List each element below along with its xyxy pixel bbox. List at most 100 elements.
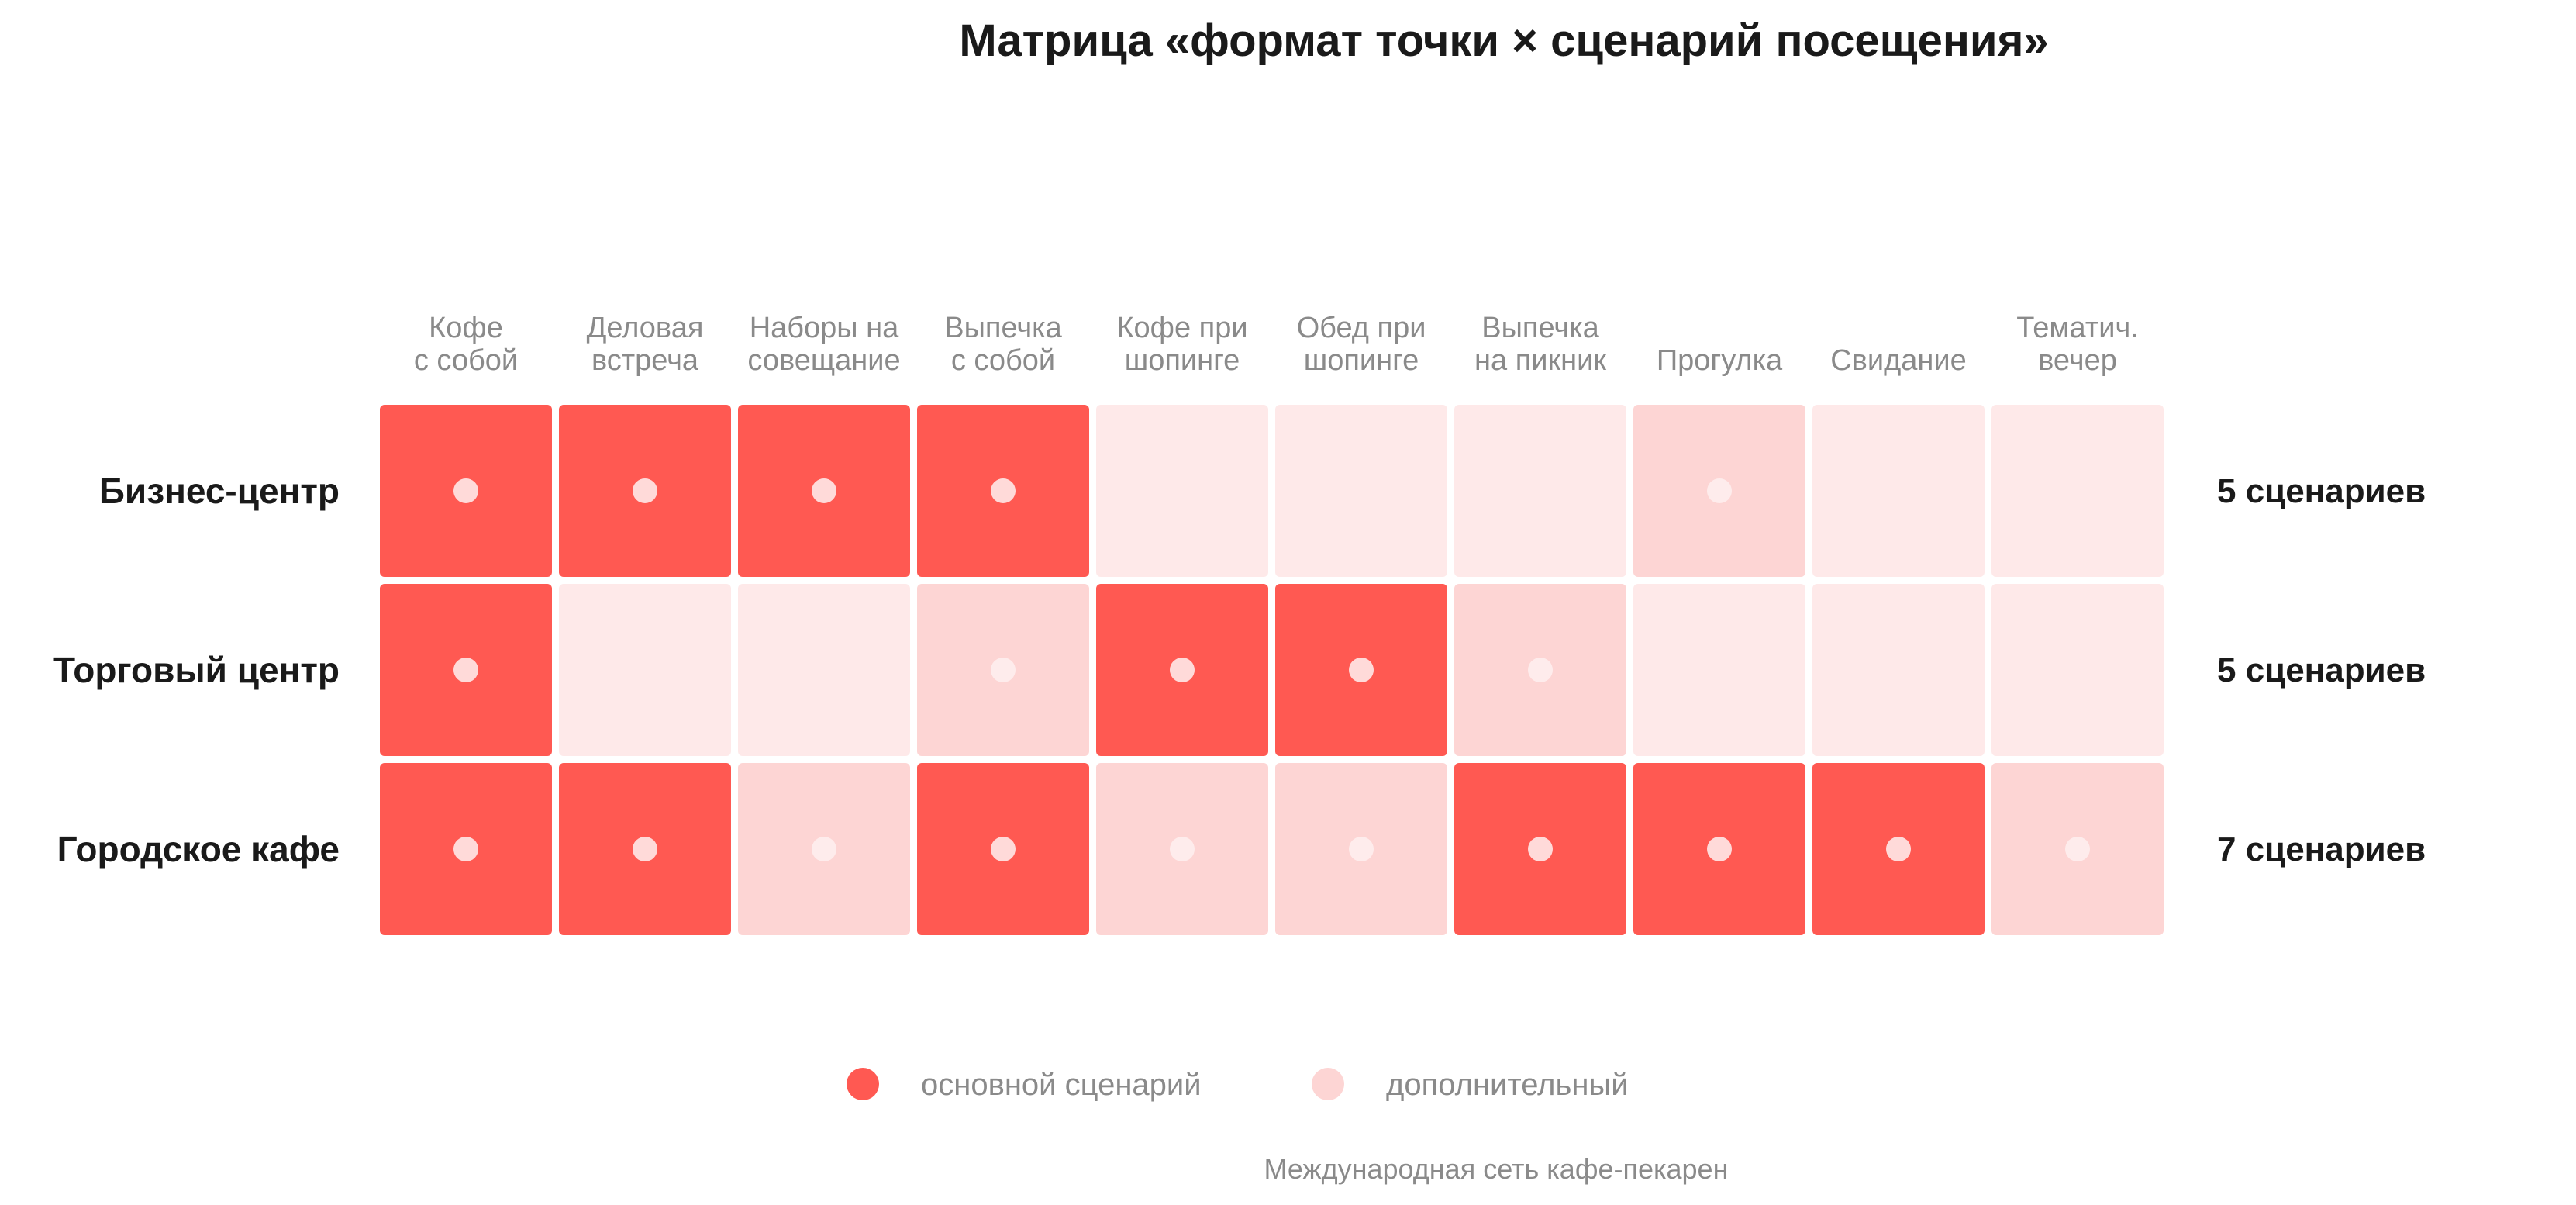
- column-label: Обед при шопинге: [1297, 312, 1426, 377]
- matrix-cell: [1096, 584, 1268, 756]
- cell-fill: [1096, 405, 1268, 577]
- scenario-dot: [1170, 658, 1195, 682]
- matrix-cell: [1275, 405, 1447, 577]
- matrix-cell: [1991, 763, 2164, 935]
- scenario-dot: [1528, 658, 1553, 682]
- row-count-label: 5 сценариев: [2217, 472, 2426, 510]
- column-label-line: Выпечка: [944, 312, 1062, 344]
- matrix-cell: [1991, 584, 2164, 756]
- scenario-dot: [812, 478, 836, 503]
- scenario-dot: [1886, 837, 1911, 861]
- matrix-cell: [738, 763, 910, 935]
- column-label-line: на пикник: [1474, 344, 1606, 377]
- source-note: Международная сеть кафе-пекарен: [1264, 1153, 1729, 1185]
- scenario-dot: [812, 837, 836, 861]
- column-label: Тематич. вечер: [2016, 312, 2139, 377]
- matrix-cell: [1454, 405, 1626, 577]
- cell-fill: [1991, 405, 2164, 577]
- legend-item: основной сценарий: [847, 1068, 1202, 1102]
- column-label: Деловая встреча: [587, 312, 704, 377]
- scenario-dot: [633, 478, 657, 503]
- column-label-line: Свидание: [1830, 344, 1967, 377]
- column-label: Свидание: [1830, 344, 1967, 377]
- cell-fill: [1812, 405, 1985, 577]
- column-label: Кофе при шопинге: [1116, 312, 1247, 377]
- scenario-dot: [1349, 658, 1374, 682]
- column-label: Прогулка: [1657, 344, 1783, 377]
- matrix-cell: [1096, 763, 1268, 935]
- column-label-line: шопинге: [1125, 344, 1240, 377]
- row-label: Торговый центр: [53, 650, 340, 690]
- scenario-dot: [1170, 837, 1195, 861]
- matrix-cell: [1633, 405, 1805, 577]
- matrix-cell: [380, 584, 552, 756]
- matrix-cell: [380, 405, 552, 577]
- scenario-dot: [1349, 837, 1374, 861]
- row-labels: Бизнес-центр Торговый центр Городское кафе: [53, 471, 340, 869]
- column-label-line: Деловая: [587, 312, 704, 344]
- matrix-cell: [380, 763, 552, 935]
- matrix-cell: [559, 405, 731, 577]
- chart-title: Матрица «формат точки × сценарий посещен…: [959, 16, 2048, 66]
- matrix-cell: [917, 584, 1089, 756]
- cell-fill: [1991, 584, 2164, 756]
- matrix-cell: [1633, 584, 1805, 756]
- column-label: Выпечка с собой: [944, 312, 1062, 377]
- column-label-line: Тематич.: [2016, 312, 2139, 344]
- legend-label: основной сценарий: [921, 1068, 1202, 1102]
- cell-fill: [738, 584, 910, 756]
- scenario-dot: [453, 658, 478, 682]
- legend-label: дополнительный: [1386, 1068, 1629, 1102]
- row-label: Городское кафе: [57, 829, 340, 869]
- matrix-cells: [380, 405, 2164, 935]
- scenario-dot: [1528, 837, 1553, 861]
- column-label-line: совещание: [747, 344, 900, 377]
- column-label-line: вечер: [2038, 344, 2117, 377]
- column-label-line: с собой: [414, 344, 518, 377]
- legend-item: дополнительный: [1312, 1068, 1629, 1102]
- cell-fill: [1275, 405, 1447, 577]
- row-count-label: 7 сценариев: [2217, 830, 2426, 868]
- scenario-dot: [991, 658, 1016, 682]
- matrix-cell: [1096, 405, 1268, 577]
- scenario-dot: [991, 478, 1016, 503]
- column-label-line: с собой: [951, 344, 1055, 377]
- scenario-dot: [633, 837, 657, 861]
- matrix-cell: [1812, 405, 1985, 577]
- column-label-line: Наборы на: [750, 312, 899, 344]
- matrix-cell: [1275, 584, 1447, 756]
- matrix-cell: [1275, 763, 1447, 935]
- matrix-cell: [1633, 763, 1805, 935]
- matrix-cell: [559, 763, 731, 935]
- matrix-cell: [1812, 763, 1985, 935]
- column-label-line: Обед при: [1297, 312, 1426, 344]
- column-label: Выпечка на пикник: [1474, 312, 1606, 377]
- cell-fill: [1812, 584, 1985, 756]
- column-label: Наборы на совещание: [747, 312, 900, 377]
- matrix-cell: [559, 584, 731, 756]
- scenario-dot: [991, 837, 1016, 861]
- scenario-dot: [2065, 837, 2090, 861]
- scenario-dot: [453, 478, 478, 503]
- column-label: Кофе с собой: [414, 312, 518, 377]
- scenario-dot: [1707, 478, 1732, 503]
- column-label-line: Кофе при: [1116, 312, 1247, 344]
- matrix-cell: [738, 405, 910, 577]
- matrix-cell: [1454, 763, 1626, 935]
- legend-swatch: [847, 1068, 879, 1100]
- matrix-cell: [1812, 584, 1985, 756]
- cell-fill: [1454, 405, 1626, 577]
- legend: основной сценарий дополнительный: [847, 1068, 1629, 1102]
- matrix-cell: [1991, 405, 2164, 577]
- scenario-dot: [1707, 837, 1732, 861]
- matrix-cell: [917, 763, 1089, 935]
- column-label-line: встреча: [591, 344, 699, 377]
- column-label-line: шопинге: [1304, 344, 1419, 377]
- column-label-line: Выпечка: [1481, 312, 1599, 344]
- column-label-line: Кофе: [429, 312, 503, 344]
- legend-swatch: [1312, 1068, 1344, 1100]
- scenario-counts: 5 сценариев 5 сценариев 7 сценариев: [2217, 472, 2426, 868]
- matrix-cell: [1454, 584, 1626, 756]
